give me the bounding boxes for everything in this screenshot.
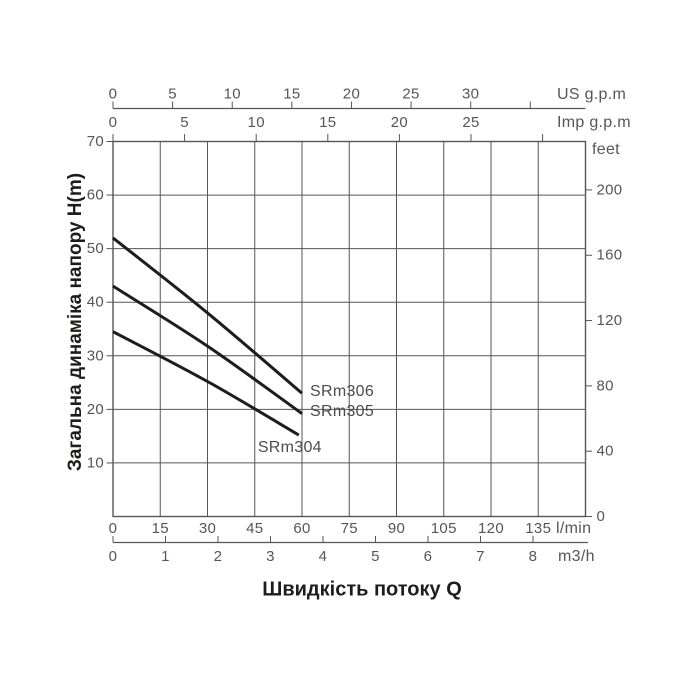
m3h-tick-label: 2 — [214, 548, 223, 565]
meters-tick-label: 20 — [87, 401, 104, 418]
feet-tick-label: 160 — [597, 247, 623, 264]
lmin-axis-unit-label: l/min — [556, 520, 592, 537]
plot-border — [112, 140, 587, 518]
m3h-tick-label: 6 — [424, 548, 433, 565]
meters-tick-label: 30 — [87, 347, 104, 364]
pump-curve — [112, 284, 303, 415]
m3h-tick-label: 3 — [266, 548, 275, 565]
imp-gpm-tick-label: 25 — [462, 114, 479, 131]
meters-tick-label: 40 — [87, 294, 104, 311]
imp-gpm-tick-label: 15 — [319, 114, 336, 131]
m3h-axis: 0 1 2 3 4 5 6 7 8 — [109, 536, 588, 565]
us-gpm-tick-label: 0 — [109, 86, 118, 103]
meters-tick-label: 70 — [87, 133, 104, 150]
lmin-tick-label: 90 — [388, 520, 405, 537]
us-gpm-tick-label: 30 — [462, 86, 479, 103]
meters-tick-label: 50 — [87, 240, 104, 257]
imp-gpm-axis-unit-label: Imp g.p.m — [557, 114, 631, 131]
series-SRm305: SRm305 — [112, 284, 374, 420]
feet-tick-label: 200 — [597, 181, 623, 198]
feet-axis-unit-label: feet — [592, 141, 620, 158]
lmin-tick-label: 120 — [478, 520, 504, 537]
lmin-axis: 0 15 30 45 60 75 90 105 120 135 — [109, 520, 551, 537]
curve-label: SRm305 — [310, 403, 374, 420]
us-gpm-tick-label: 20 — [343, 86, 360, 103]
imp-gpm-tick-label: 0 — [109, 114, 118, 131]
imp-gpm-tick-label: 20 — [391, 114, 408, 131]
us-gpm-axis-unit-label: US g.p.m — [557, 86, 627, 103]
curve-label: SRm306 — [310, 383, 374, 400]
curve-label: SRm304 — [258, 439, 322, 456]
lmin-tick-label: 135 — [525, 520, 551, 537]
series-SRm304: SRm304 — [112, 330, 322, 456]
us-gpm-tick-label: 10 — [224, 86, 241, 103]
feet-tick-label: 0 — [597, 508, 606, 525]
m3h-tick-label: 0 — [109, 548, 118, 565]
us-gpm-tick-label: 15 — [283, 86, 300, 103]
lmin-tick-label: 60 — [293, 520, 310, 537]
feet-tick-label: 120 — [597, 312, 623, 329]
lmin-tick-label: 75 — [341, 520, 358, 537]
series-SRm306: SRm306 — [112, 236, 374, 400]
imp-gpm-tick-label: 5 — [180, 114, 189, 131]
us-gpm-axis: 0 5 10 15 20 25 30 — [109, 86, 586, 110]
meters-tick-label: 10 — [87, 454, 104, 471]
imp-gpm-tick-label: 10 — [248, 114, 265, 131]
feet-axis: 0 40 80 120 160 200 — [585, 181, 623, 525]
m3h-tick-label: 8 — [529, 548, 538, 565]
lmin-tick-label: 30 — [199, 520, 216, 537]
y-axis-title: Загальна динаміка напору H(m) — [65, 172, 86, 472]
x-axis-title: Швидкість потоку Q — [262, 578, 462, 601]
pump-curve — [112, 330, 300, 437]
lmin-tick-label: 0 — [109, 520, 118, 537]
lmin-tick-label: 105 — [431, 520, 457, 537]
us-gpm-tick-label: 5 — [168, 86, 177, 103]
feet-tick-label: 40 — [597, 443, 614, 460]
m3h-tick-label: 4 — [319, 548, 328, 565]
meters-axis: 10 20 30 40 50 60 70 — [87, 133, 113, 471]
us-gpm-tick-label: 25 — [402, 86, 419, 103]
m3h-tick-label: 5 — [371, 548, 380, 565]
m3h-axis-unit-label: m3/h — [558, 548, 595, 565]
m3h-tick-label: 7 — [476, 548, 485, 565]
lmin-tick-label: 15 — [152, 520, 169, 537]
m3h-tick-label: 1 — [161, 548, 170, 565]
pump-curve — [112, 236, 303, 395]
feet-tick-label: 80 — [597, 377, 614, 394]
meters-tick-label: 60 — [87, 187, 104, 204]
lmin-tick-label: 45 — [246, 520, 263, 537]
imp-gpm-axis: 0 5 10 15 20 25 — [109, 114, 544, 142]
